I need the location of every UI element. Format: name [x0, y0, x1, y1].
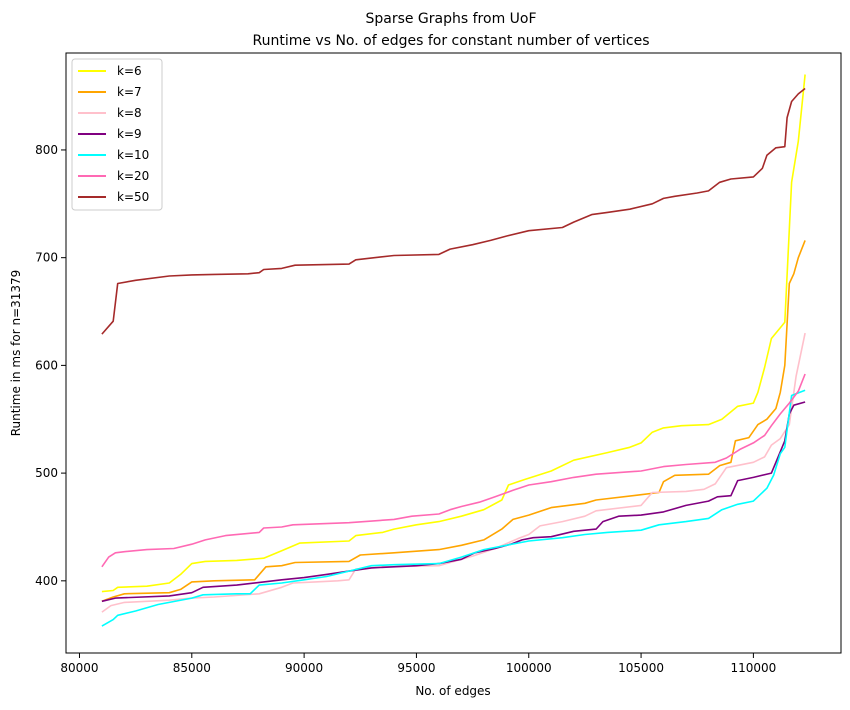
series-line-5	[101, 373, 806, 568]
series-line-4	[101, 389, 806, 627]
chart-title: Sparse Graphs from UoF	[365, 11, 536, 27]
legend-label-3: k=9	[117, 127, 142, 141]
x-axis: 80000 85000 90000 95000 100000 105000 110000	[60, 653, 776, 675]
series-line-1	[101, 240, 806, 603]
x-tick-label-5: 105000	[618, 661, 664, 675]
legend-label-0: k=6	[117, 64, 142, 78]
series-lines	[101, 74, 806, 627]
y-tick-label-2: 600	[35, 358, 58, 372]
legend-label-1: k=7	[117, 85, 142, 99]
legend-label-6: k=50	[117, 190, 149, 204]
y-tick-label-3: 700	[35, 251, 58, 265]
y-tick-label-4: 800	[35, 143, 58, 157]
series-line-2	[101, 332, 806, 613]
y-tick-label-1: 500	[35, 466, 58, 480]
legend-box	[71, 58, 163, 211]
legend-label-2: k=8	[117, 106, 142, 120]
y-axis: 400 500 600 700 800	[35, 143, 66, 588]
y-axis-label: Runtime in ms for n=31379	[9, 270, 23, 437]
x-tick-label-0: 80000	[60, 661, 98, 675]
x-tick-label-1: 85000	[173, 661, 211, 675]
y-tick-label-0: 400	[35, 574, 58, 588]
x-tick-label-4: 100000	[506, 661, 552, 675]
x-tick-label-6: 110000	[730, 661, 776, 675]
series-line-0	[101, 74, 806, 593]
chart-subtitle: Runtime vs No. of edges for constant num…	[252, 33, 649, 49]
series-line-6	[101, 87, 806, 335]
legend-label-4: k=10	[117, 148, 149, 162]
legend-label-5: k=20	[117, 169, 149, 183]
x-axis-label: No. of edges	[415, 684, 490, 698]
series-line-3	[101, 401, 806, 603]
legend: k=6 k=7 k=8 k=9 k=10 k=20 k=50	[71, 58, 163, 211]
x-tick-label-2: 90000	[285, 661, 323, 675]
plot-frame	[65, 52, 842, 654]
x-tick-label-3: 95000	[397, 661, 435, 675]
